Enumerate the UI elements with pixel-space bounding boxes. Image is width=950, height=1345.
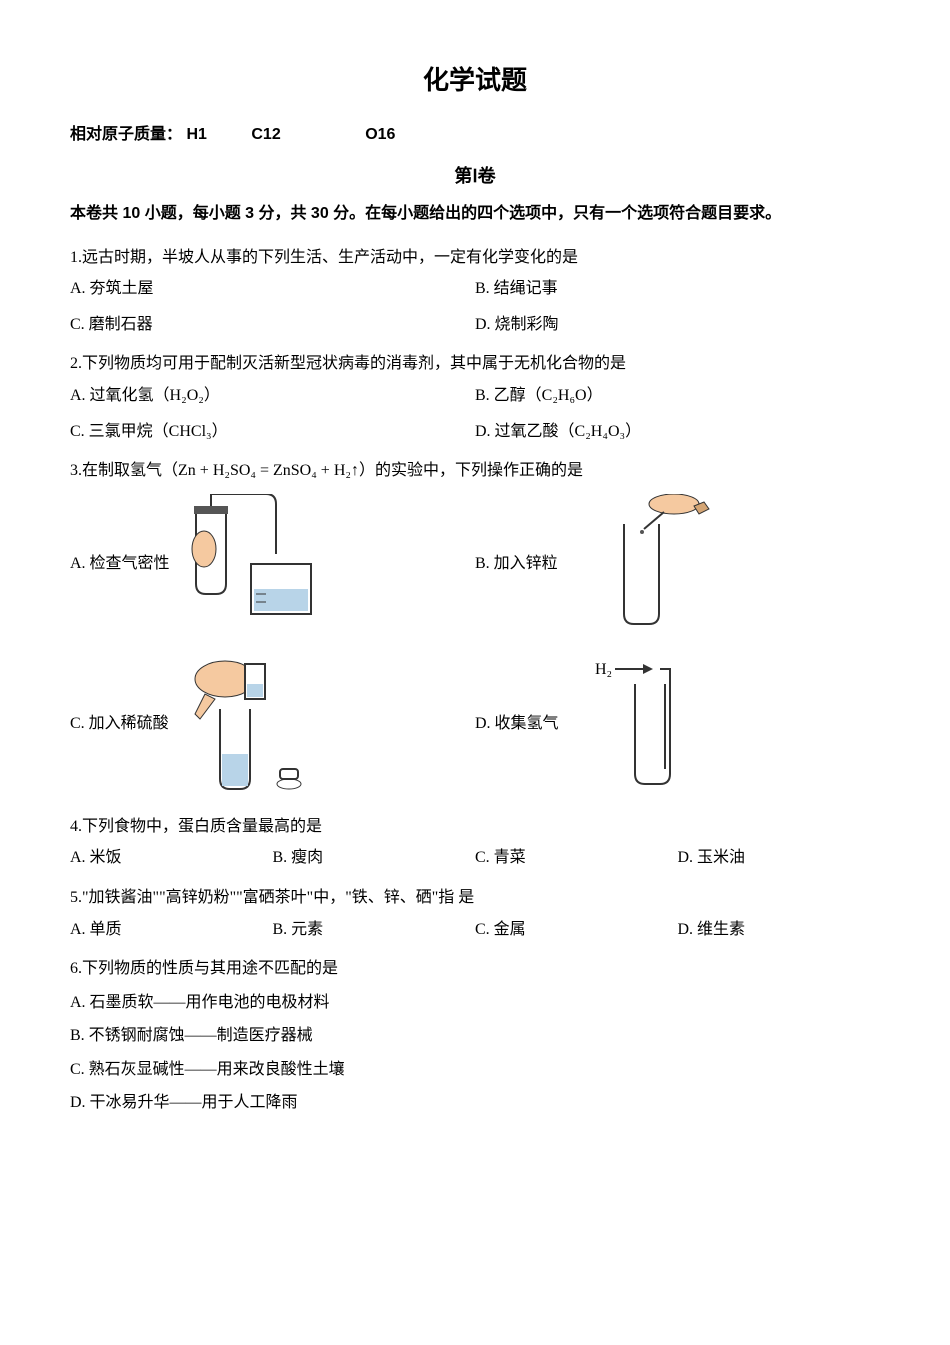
q5-opt-c[interactable]: C. 金属: [475, 917, 678, 943]
q3-prefix: 在制取氢气（: [82, 462, 178, 479]
q3-opt-b[interactable]: B. 加入锌粒: [475, 494, 880, 634]
question-2: 2.下列物质均可用于配制灭活新型冠状病毒的消毒剂，其中属于无机化合物的是: [70, 351, 880, 377]
q3-a-label: A. 检查气密性: [70, 551, 170, 577]
q1-opt-d[interactable]: D. 烧制彩陶: [475, 312, 880, 338]
q4-num: 4.: [70, 818, 82, 835]
q2-opt-a[interactable]: A. 过氧化氢（H₂O₂）: [70, 383, 475, 409]
q6-opt-c[interactable]: C. 熟石灰显碱性——用来改良酸性土壤: [70, 1057, 880, 1083]
question-1: 1.远古时期，半坡人从事的下列生活、生产活动中，一定有化学变化的是: [70, 245, 880, 271]
q1-opt-c[interactable]: C. 磨制石器: [70, 312, 475, 338]
q6-opt-b[interactable]: B. 不锈钢耐腐蚀——制造医疗器械: [70, 1023, 880, 1049]
q2-num: 2.: [70, 355, 82, 372]
q2-text: 下列物质均可用于配制灭活新型冠状病毒的消毒剂，其中属于无机化合物的是: [82, 355, 626, 372]
q1-options: A. 夯筑土屋 B. 结绳记事 C. 磨制石器 D. 烧制彩陶: [70, 276, 880, 337]
q5-opt-a[interactable]: A. 单质: [70, 917, 273, 943]
q4-options: A. 米饭 B. 瘦肉 C. 青菜 D. 玉米油: [70, 845, 880, 871]
q4-text: 下列食物中，蛋白质含量最高的是: [82, 818, 322, 835]
q3-options: A. 检查气密性 B. 加入锌粒 C. 加入稀硫酸: [70, 494, 880, 794]
q3-num: 3.: [70, 462, 82, 479]
section-heading: 第Ⅰ卷: [70, 162, 880, 191]
q5-options: A. 单质 B. 元素 C. 金属 D. 维生素: [70, 917, 880, 943]
question-6: 6.下列物质的性质与其用途不匹配的是: [70, 956, 880, 982]
q5-opt-d[interactable]: D. 维生素: [678, 917, 881, 943]
q2-options: A. 过氧化氢（H₂O₂） B. 乙醇（C₂H₆O） C. 三氯甲烷（CHCl₃…: [70, 383, 880, 444]
q6-num: 6.: [70, 960, 82, 977]
q5-text: "加铁酱油""高锌奶粉""富硒茶叶"中，"铁、锌、硒"指 是: [82, 889, 474, 906]
q1-opt-a[interactable]: A. 夯筑土屋: [70, 276, 475, 302]
question-4: 4.下列食物中，蛋白质含量最高的是: [70, 814, 880, 840]
q3-c-label: C. 加入稀硫酸: [70, 711, 169, 737]
h2-label-text: H₂: [595, 661, 612, 678]
q2-opt-c[interactable]: C. 三氯甲烷（CHCl₃）: [70, 419, 475, 445]
apparatus-c-icon: [175, 654, 335, 794]
q6-text: 下列物质的性质与其用途不匹配的是: [82, 960, 338, 977]
q5-num: 5.: [70, 889, 82, 906]
instructions: 本卷共 10 小题，每小题 3 分，共 30 分。在每小题给出的四个选项中，只有…: [70, 201, 880, 227]
q3-b-label: B. 加入锌粒: [475, 551, 558, 577]
q3-suffix: ）的实验中，下列操作正确的是: [359, 462, 583, 479]
q6-options: A. 石墨质软——用作电池的电极材料 B. 不锈钢耐腐蚀——制造医疗器械 C. …: [70, 990, 880, 1116]
exam-title: 化学试题: [70, 60, 880, 102]
q5-opt-b[interactable]: B. 元素: [273, 917, 476, 943]
q4-opt-b[interactable]: B. 瘦肉: [273, 845, 476, 871]
q6-opt-d[interactable]: D. 干冰易升华——用于人工降雨: [70, 1090, 880, 1116]
atomic-masses: 相对原子质量： H1 C12 O16: [70, 122, 880, 148]
q3-d-label: D. 收集氢气: [475, 711, 559, 737]
q1-text: 远古时期，半坡人从事的下列生活、生产活动中，一定有化学变化的是: [82, 249, 578, 266]
q3-equation: Zn + H₂SO₄ = ZnSO₄ + H₂↑: [178, 462, 359, 479]
question-5: 5."加铁酱油""高锌奶粉""富硒茶叶"中，"铁、锌、硒"指 是: [70, 885, 880, 911]
q3-opt-d[interactable]: D. 收集氢气 H₂: [475, 654, 880, 794]
apparatus-d-icon: H₂: [565, 654, 725, 794]
mass-c: C12: [251, 122, 280, 148]
q6-opt-a[interactable]: A. 石墨质软——用作电池的电极材料: [70, 990, 880, 1016]
q4-opt-c[interactable]: C. 青菜: [475, 845, 678, 871]
apparatus-b-icon: [564, 494, 724, 634]
q4-opt-a[interactable]: A. 米饭: [70, 845, 273, 871]
q2-opt-d[interactable]: D. 过氧乙酸（C₂H₄O₃）: [475, 419, 880, 445]
question-3: 3.在制取氢气（Zn + H₂SO₄ = ZnSO₄ + H₂↑）的实验中，下列…: [70, 458, 880, 484]
q4-opt-d[interactable]: D. 玉米油: [678, 845, 881, 871]
masses-label: 相对原子质量：: [70, 122, 182, 148]
mass-o: O16: [365, 122, 395, 148]
q2-opt-b[interactable]: B. 乙醇（C₂H₆O）: [475, 383, 880, 409]
mass-h: H1: [186, 122, 206, 148]
q3-opt-c[interactable]: C. 加入稀硫酸: [70, 654, 475, 794]
q3-opt-a[interactable]: A. 检查气密性: [70, 494, 475, 634]
q1-opt-b[interactable]: B. 结绳记事: [475, 276, 880, 302]
q1-num: 1.: [70, 249, 82, 266]
apparatus-a-icon: [176, 494, 336, 634]
